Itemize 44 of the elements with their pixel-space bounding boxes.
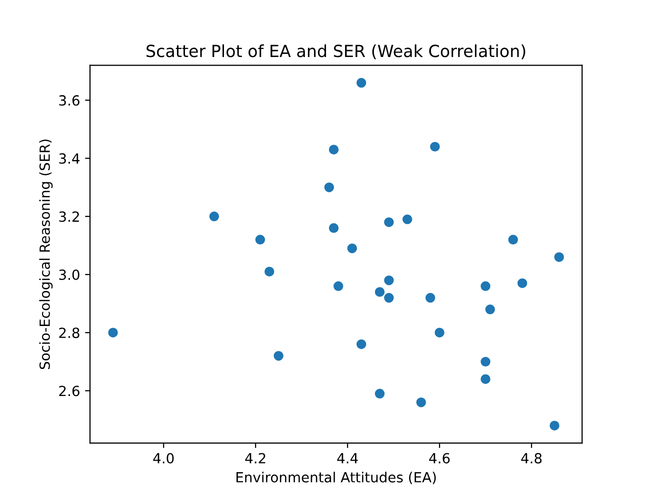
point: [374, 287, 385, 297]
point: [384, 292, 394, 303]
point: [384, 217, 394, 228]
x-tick-label: 4.2: [245, 452, 266, 464]
point: [333, 281, 344, 291]
y-tick-label: 3.0: [59, 269, 80, 280]
point: [347, 244, 358, 254]
point: [274, 351, 284, 361]
point: [255, 234, 266, 245]
y-tick-label: 3.2: [59, 211, 79, 222]
point: [430, 142, 440, 152]
y-tick-label: 2.6: [59, 386, 80, 396]
point: [517, 278, 528, 288]
point: [485, 304, 495, 314]
x-axis-title: Environmental Attitudes (EA): [236, 472, 436, 484]
point: [425, 292, 436, 303]
y-axis-title: Socio-Ecological Reasoning (SER): [39, 140, 53, 370]
point: [209, 212, 220, 222]
x-tick-label: 4.6: [429, 452, 450, 464]
point: [508, 234, 518, 245]
point: [108, 328, 118, 338]
y-tick-label: 3.6: [59, 95, 80, 106]
x-tick-label: 4.4: [337, 453, 358, 464]
point: [356, 78, 366, 88]
point: [324, 182, 334, 192]
chart-title: Scatter Plot of EA and SER (Weak Correlation): [146, 44, 526, 60]
point: [402, 214, 412, 224]
point: [328, 144, 339, 154]
point: [356, 339, 366, 350]
point: [328, 223, 339, 233]
point: [550, 420, 560, 430]
point: [374, 388, 385, 398]
x-tick-label: 4.0: [153, 452, 174, 464]
point: [554, 252, 564, 262]
point: [480, 356, 490, 367]
point: [416, 397, 426, 408]
point: [264, 266, 274, 276]
point: [384, 275, 394, 286]
y-tick-label: 3.4: [59, 153, 80, 164]
point: [480, 281, 490, 291]
point: [434, 328, 444, 338]
x-tick-label: 4.8: [521, 452, 542, 464]
y-tick-label: 2.8: [59, 328, 80, 338]
point: [480, 374, 490, 384]
